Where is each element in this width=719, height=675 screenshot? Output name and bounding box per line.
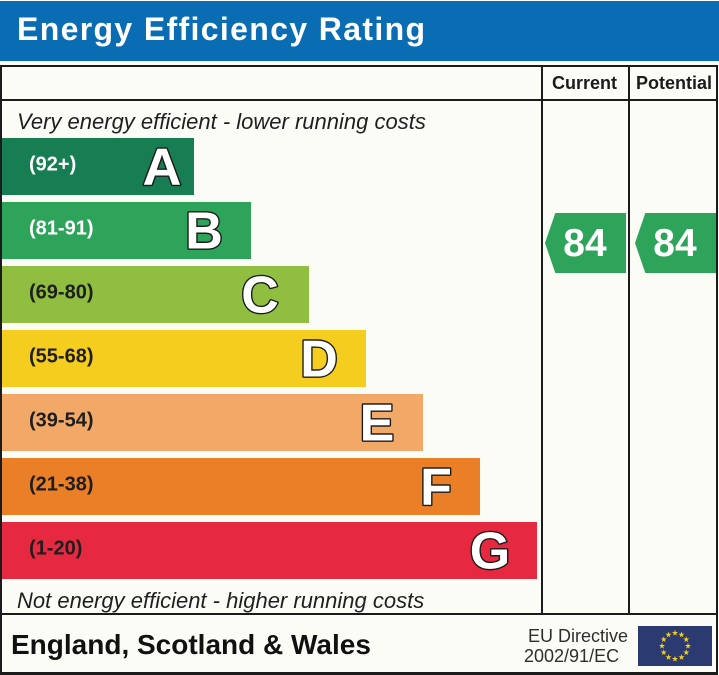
svg-text:E: E bbox=[360, 395, 395, 452]
svg-text:G: G bbox=[470, 523, 510, 580]
svg-text:A: A bbox=[143, 139, 182, 196]
svg-text:84: 84 bbox=[653, 222, 697, 265]
svg-text:84: 84 bbox=[563, 222, 607, 265]
svg-text:D: D bbox=[300, 331, 338, 388]
svg-text:F: F bbox=[420, 459, 452, 516]
svg-text:C: C bbox=[241, 267, 279, 324]
svg-text:B: B bbox=[185, 203, 223, 260]
